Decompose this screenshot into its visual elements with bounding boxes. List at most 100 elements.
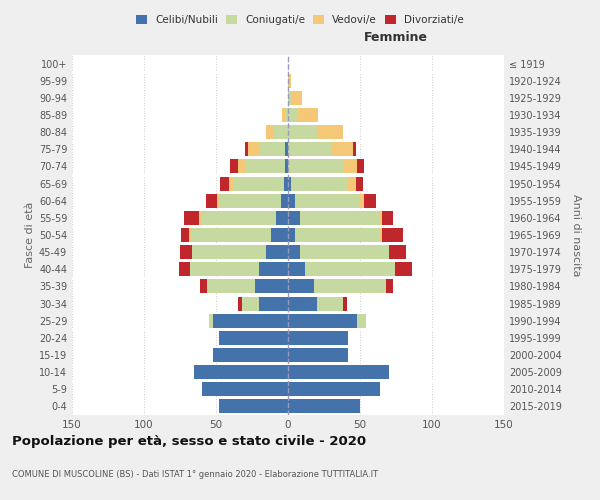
Bar — [220, 194, 281, 207]
Bar — [395, 262, 412, 276]
Bar — [314, 280, 386, 293]
Bar — [233, 176, 284, 190]
Bar — [288, 142, 331, 156]
Bar — [288, 228, 295, 242]
Bar — [291, 91, 302, 105]
Bar — [379, 228, 382, 242]
Bar — [288, 245, 299, 259]
Text: COMUNE DI MUSCOLINE (BS) - Dati ISTAT 1° gennaio 2020 - Elaborazione TUTTITALIA.: COMUNE DI MUSCOLINE (BS) - Dati ISTAT 1°… — [12, 470, 378, 479]
Bar — [288, 160, 343, 173]
Bar — [219, 400, 288, 413]
Bar — [184, 211, 199, 225]
Bar — [288, 262, 305, 276]
Bar — [291, 176, 349, 190]
Bar — [295, 228, 379, 242]
Bar — [288, 194, 295, 207]
Bar — [266, 245, 288, 259]
Text: Femmine: Femmine — [364, 31, 428, 44]
Bar — [288, 314, 357, 328]
Bar — [305, 262, 395, 276]
Bar — [389, 245, 406, 259]
Bar — [299, 211, 379, 225]
Bar — [288, 91, 291, 105]
Bar — [229, 176, 233, 190]
Bar — [285, 108, 288, 122]
Bar — [288, 108, 296, 122]
Bar — [259, 296, 288, 310]
Bar — [288, 176, 291, 190]
Bar — [245, 160, 285, 173]
Bar — [238, 296, 242, 310]
Bar — [217, 194, 220, 207]
Bar — [213, 314, 288, 328]
Bar — [343, 160, 357, 173]
Bar — [242, 296, 259, 310]
Bar — [266, 125, 274, 139]
Bar — [288, 365, 389, 379]
Bar — [288, 400, 360, 413]
Bar — [299, 245, 389, 259]
Bar — [202, 211, 277, 225]
Bar — [190, 262, 259, 276]
Bar — [180, 245, 191, 259]
Bar — [360, 194, 364, 207]
Bar — [199, 211, 202, 225]
Bar — [271, 228, 288, 242]
Bar — [288, 125, 317, 139]
Bar — [277, 211, 288, 225]
Bar — [213, 348, 288, 362]
Bar — [282, 108, 285, 122]
Bar — [317, 296, 343, 310]
Bar — [285, 160, 288, 173]
Bar — [288, 296, 317, 310]
Bar — [382, 228, 403, 242]
Bar — [349, 176, 356, 190]
Bar — [357, 314, 366, 328]
Bar — [288, 211, 299, 225]
Bar — [356, 176, 363, 190]
Bar — [281, 194, 288, 207]
Bar — [295, 194, 360, 207]
Bar — [194, 365, 288, 379]
Bar — [353, 142, 356, 156]
Bar — [317, 125, 343, 139]
Bar — [259, 142, 285, 156]
Legend: Celibi/Nubili, Coniugati/e, Vedovi/e, Divorziati/e: Celibi/Nubili, Coniugati/e, Vedovi/e, Di… — [134, 12, 466, 27]
Y-axis label: Fasce di età: Fasce di età — [25, 202, 35, 268]
Bar — [208, 280, 255, 293]
Bar — [379, 211, 382, 225]
Bar — [259, 262, 288, 276]
Bar — [357, 160, 364, 173]
Bar — [202, 382, 288, 396]
Bar — [288, 280, 314, 293]
Bar — [288, 382, 380, 396]
Bar — [364, 194, 376, 207]
Bar — [296, 108, 318, 122]
Bar — [191, 245, 266, 259]
Bar — [200, 280, 208, 293]
Bar — [288, 74, 291, 88]
Bar — [274, 125, 288, 139]
Text: Popolazione per età, sesso e stato civile - 2020: Popolazione per età, sesso e stato civil… — [12, 435, 366, 448]
Bar — [220, 176, 229, 190]
Bar — [245, 142, 248, 156]
Bar — [288, 348, 349, 362]
Bar — [331, 142, 353, 156]
Bar — [238, 160, 245, 173]
Bar — [188, 228, 191, 242]
Bar — [288, 331, 349, 345]
Bar — [191, 228, 271, 242]
Bar — [181, 228, 188, 242]
Bar — [386, 280, 393, 293]
Bar — [219, 331, 288, 345]
Bar — [179, 262, 190, 276]
Bar — [209, 314, 213, 328]
Bar — [255, 280, 288, 293]
Y-axis label: Anni di nascita: Anni di nascita — [571, 194, 581, 276]
Bar — [343, 296, 347, 310]
Bar — [382, 211, 393, 225]
Bar — [206, 194, 217, 207]
Bar — [284, 176, 288, 190]
Bar — [285, 142, 288, 156]
Bar — [248, 142, 259, 156]
